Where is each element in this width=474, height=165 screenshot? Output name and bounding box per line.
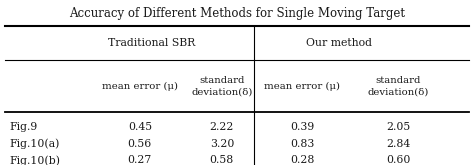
Text: standard
deviation(δ): standard deviation(δ) xyxy=(367,76,429,96)
Text: Traditional SBR: Traditional SBR xyxy=(108,38,195,48)
Text: 0.27: 0.27 xyxy=(128,155,152,165)
Text: 2.84: 2.84 xyxy=(386,139,410,149)
Text: 0.56: 0.56 xyxy=(128,139,152,149)
Text: 0.83: 0.83 xyxy=(290,139,315,149)
Text: Our method: Our method xyxy=(306,38,372,48)
Text: Fig.9: Fig.9 xyxy=(9,122,38,132)
Text: Fig.10(b): Fig.10(b) xyxy=(9,155,61,165)
Text: 0.45: 0.45 xyxy=(128,122,152,132)
Text: Accuracy of Different Methods for Single Moving Target: Accuracy of Different Methods for Single… xyxy=(69,7,405,20)
Text: 3.20: 3.20 xyxy=(210,139,234,149)
Text: 0.60: 0.60 xyxy=(386,155,410,165)
Text: 0.58: 0.58 xyxy=(210,155,234,165)
Text: 0.39: 0.39 xyxy=(290,122,315,132)
Text: 2.22: 2.22 xyxy=(210,122,234,132)
Text: standard
deviation(δ): standard deviation(δ) xyxy=(191,76,253,96)
Text: mean error (μ): mean error (μ) xyxy=(264,82,340,91)
Text: mean error (μ): mean error (μ) xyxy=(102,82,178,91)
Text: Fig.10(a): Fig.10(a) xyxy=(9,139,60,149)
Text: 2.05: 2.05 xyxy=(386,122,410,132)
Text: 0.28: 0.28 xyxy=(290,155,315,165)
